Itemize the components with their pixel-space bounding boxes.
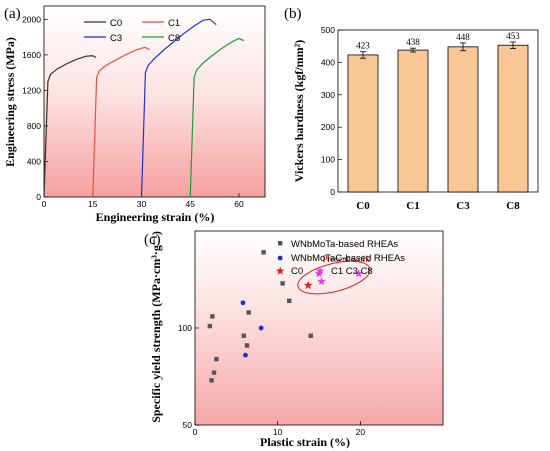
chart-c-point-square: [210, 314, 215, 319]
chart-a-xtick-label: 60: [234, 199, 244, 209]
chart-c-legend-label-circle: WNbMoTaC-based RHEAs: [291, 253, 405, 264]
chart-a-ytick-label: 1600: [22, 50, 41, 60]
chart-c-legend-circle: [277, 255, 283, 261]
chart-b-ytick-label: 500: [321, 25, 335, 35]
chart-a-plot-area: [43, 5, 266, 198]
chart-c-point-star-present: [317, 276, 326, 286]
chart-b-value-label-C3: 448: [456, 32, 470, 42]
chart-b-value-label-C1: 438: [406, 37, 420, 47]
chart-c-point-square: [308, 333, 313, 338]
panel-b-label: (b): [284, 6, 302, 22]
chart-c-legend-label-square: WNbMoTa-based RHEAs: [291, 239, 398, 250]
chart-b-bar-C3: [447, 46, 479, 193]
chart-c-present-work-ellipse: [297, 260, 371, 295]
chart-c-point-square: [287, 298, 292, 304]
chart-a-xlabel: Engineering strain (%): [96, 210, 215, 224]
chart-b-value-label-C0: 423: [356, 41, 370, 51]
chart-c-legend-star-present: [315, 266, 325, 275]
chart-b-bar-C8: [497, 44, 529, 193]
chart-b-category-label-C8: C8: [506, 200, 520, 212]
chart-c-point-square: [207, 323, 213, 329]
chart-c-point-square: [214, 356, 219, 362]
chart-c-point-square: [211, 370, 217, 375]
chart-b-ytick-label: 0: [330, 187, 335, 197]
chart-c-ytick-label: 100: [178, 323, 192, 333]
chart-c-xlabel: Plastic strain (%): [260, 435, 350, 449]
chart-c: 0 10 20 50 100 Present work WNbMoTa-based RH…: [149, 230, 444, 449]
chart-b-category-label-C0: C0: [356, 200, 370, 212]
chart-b-ytick-label: 400: [321, 57, 335, 67]
chart-a-legend-label-C3: C3: [110, 33, 122, 44]
chart-a-ytick-label: 800: [27, 121, 41, 131]
chart-a: 0 15 30 45 60 0 400 800 1200 1600 2000 C0 C1 C3 C8 En…: [3, 5, 266, 224]
chart-a-ytick-label: 0: [36, 192, 41, 202]
chart-c-point-square: [280, 281, 285, 286]
chart-a-xtick-label: 30: [137, 199, 147, 209]
chart-c-ylabel: Specific yield strength (MPa·cm³·g⁻¹): [149, 231, 163, 423]
chart-c-legend-label-present: C1 C3 C8: [331, 266, 373, 277]
chart-a-series-C8: [189, 37, 245, 198]
panel-c-label: (c): [144, 232, 161, 248]
chart-a-xtick-label: 0: [42, 199, 47, 209]
chart-b-category-label-C1: C1: [406, 200, 419, 212]
chart-a-ytick-label: 2000: [22, 14, 41, 24]
chart-c-point-star-present: [354, 269, 363, 278]
chart-a-ytick-label: 1200: [22, 85, 41, 95]
chart-a-legend-label-C1: C1: [168, 18, 180, 29]
chart-c-point-square: [244, 343, 250, 348]
chart-c-point-square: [209, 378, 214, 383]
chart-c-point-circle: [258, 325, 264, 331]
chart-b-bar-C1: [397, 49, 429, 193]
chart-b-ytick-label: 100: [321, 155, 335, 165]
chart-c-plot-area: [194, 230, 444, 426]
chart-b-ytick-label: 300: [321, 90, 335, 100]
chart-c-point-circle: [240, 300, 246, 306]
chart-b: 0 100 200 300 400 500 423 C0 438 C1 448 C3 453 C8 Vi…: [292, 25, 539, 212]
chart-b-bar-C0: [347, 54, 379, 193]
chart-b-category-label-C3: C3: [456, 200, 470, 212]
chart-c-point-circle: [243, 352, 248, 358]
chart-a-ylabel: Engineering stress (MPa): [3, 37, 17, 167]
chart-c-point-square: [241, 333, 246, 338]
chart-c-point-star-C0: [303, 280, 313, 289]
chart-c-xtick-label: 0: [193, 427, 198, 437]
chart-c-point-square: [246, 310, 251, 315]
chart-c-legend-square: [278, 241, 283, 246]
chart-b-ytick-label: 200: [321, 122, 335, 132]
chart-c-legend-label-C0: C0: [291, 266, 303, 277]
chart-c-xtick-label: 20: [356, 427, 366, 437]
chart-a-ytick-label: 400: [27, 156, 41, 166]
chart-c-legend-star-C0: [275, 266, 285, 275]
chart-a-xtick-label: 15: [88, 199, 98, 209]
chart-c-annotation: Present work: [323, 254, 371, 264]
chart-a-series-C1: [92, 46, 150, 198]
chart-a-legend-label-C0: C0: [110, 18, 122, 29]
chart-c-xtick-label: 10: [273, 427, 283, 437]
chart-c-ytick-label: 50: [183, 420, 193, 430]
chart-c-point-square: [261, 250, 266, 255]
chart-a-legend-label-C8: C8: [168, 33, 180, 44]
chart-a-xtick-label: 45: [186, 199, 196, 209]
chart-b-value-label-C8: 453: [506, 31, 520, 41]
chart-b-ylabel: Vickers hardness (kgf/mm²): [292, 40, 306, 182]
chart-a-series-C0: [43, 55, 97, 198]
chart-a-series-C3: [140, 18, 217, 198]
panel-a-label: (a): [4, 6, 21, 22]
